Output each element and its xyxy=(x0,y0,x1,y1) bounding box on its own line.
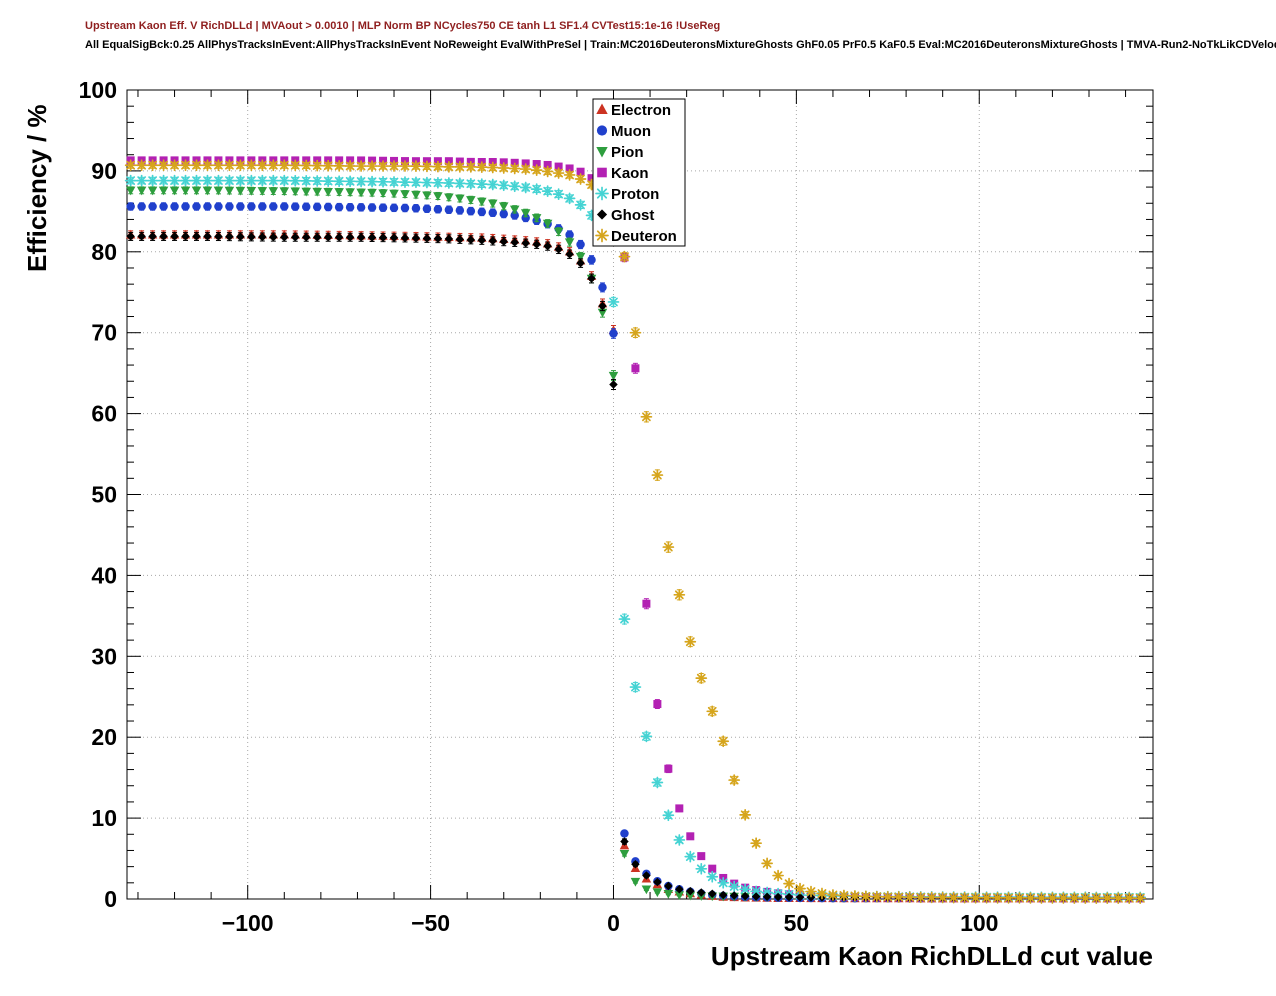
series-deuteron xyxy=(124,159,1147,905)
y-tick-label: 10 xyxy=(91,805,117,831)
y-tick-label: 60 xyxy=(91,401,117,427)
legend-item-pion: Pion xyxy=(596,144,644,161)
y-tick-label: 70 xyxy=(91,320,117,346)
legend-label: Ghost xyxy=(611,207,654,224)
axes xyxy=(127,89,1153,900)
x-tick-label: 0 xyxy=(607,910,620,936)
plot-title-line-1: Upstream Kaon Eff. V RichDLLd | MVAout >… xyxy=(85,20,721,32)
x-tick-label: −50 xyxy=(411,910,450,936)
legend-item-proton: Proton xyxy=(595,186,659,203)
y-tick-label: 40 xyxy=(91,562,117,588)
x-tick-label: 50 xyxy=(784,910,810,936)
legend-label: Proton xyxy=(611,186,659,203)
series-proton xyxy=(124,174,1147,904)
y-tick-label: 30 xyxy=(91,643,117,669)
y-tick-label: 90 xyxy=(91,158,117,184)
x-tick-label: −100 xyxy=(222,910,274,936)
axis-tick-labels: −100 −50 0 50 100 0 10 20 30 40 50 60 70 80 90 100 xyxy=(79,77,999,936)
y-axis-title: Efficiency / % xyxy=(22,104,52,272)
legend-label: Pion xyxy=(611,144,644,161)
series-pion xyxy=(125,186,1145,903)
x-tick-label: 100 xyxy=(960,910,998,936)
legend-item-muon: Muon xyxy=(596,123,651,140)
series-kaon xyxy=(126,156,1145,903)
y-tick-label: 20 xyxy=(91,724,117,750)
legend-item-kaon: Kaon xyxy=(597,165,649,182)
y-tick-label: 100 xyxy=(79,77,117,103)
legend-label: Electron xyxy=(611,102,671,119)
y-tick-label: 0 xyxy=(104,886,117,912)
legend-label: Deuteron xyxy=(611,228,677,245)
legend-label: Muon xyxy=(611,123,651,140)
plot-title-line-2: All EqualSigBck:0.25 AllPhysTracksInEven… xyxy=(85,39,1276,51)
legend-label: Kaon xyxy=(611,165,649,182)
legend-item-ghost: Ghost xyxy=(596,207,654,224)
legend-item-electron: Electron xyxy=(596,102,671,119)
x-axis-title: Upstream Kaon RichDLLd cut value xyxy=(711,941,1153,971)
legend-item-deuteron: Deuteron xyxy=(595,228,677,245)
series-muon xyxy=(126,202,1145,903)
legend: Electron Muon Pion Kaon Proton Ghost Deuteron xyxy=(592,98,686,247)
y-tick-label: 80 xyxy=(91,239,117,265)
y-tick-label: 50 xyxy=(91,482,117,508)
